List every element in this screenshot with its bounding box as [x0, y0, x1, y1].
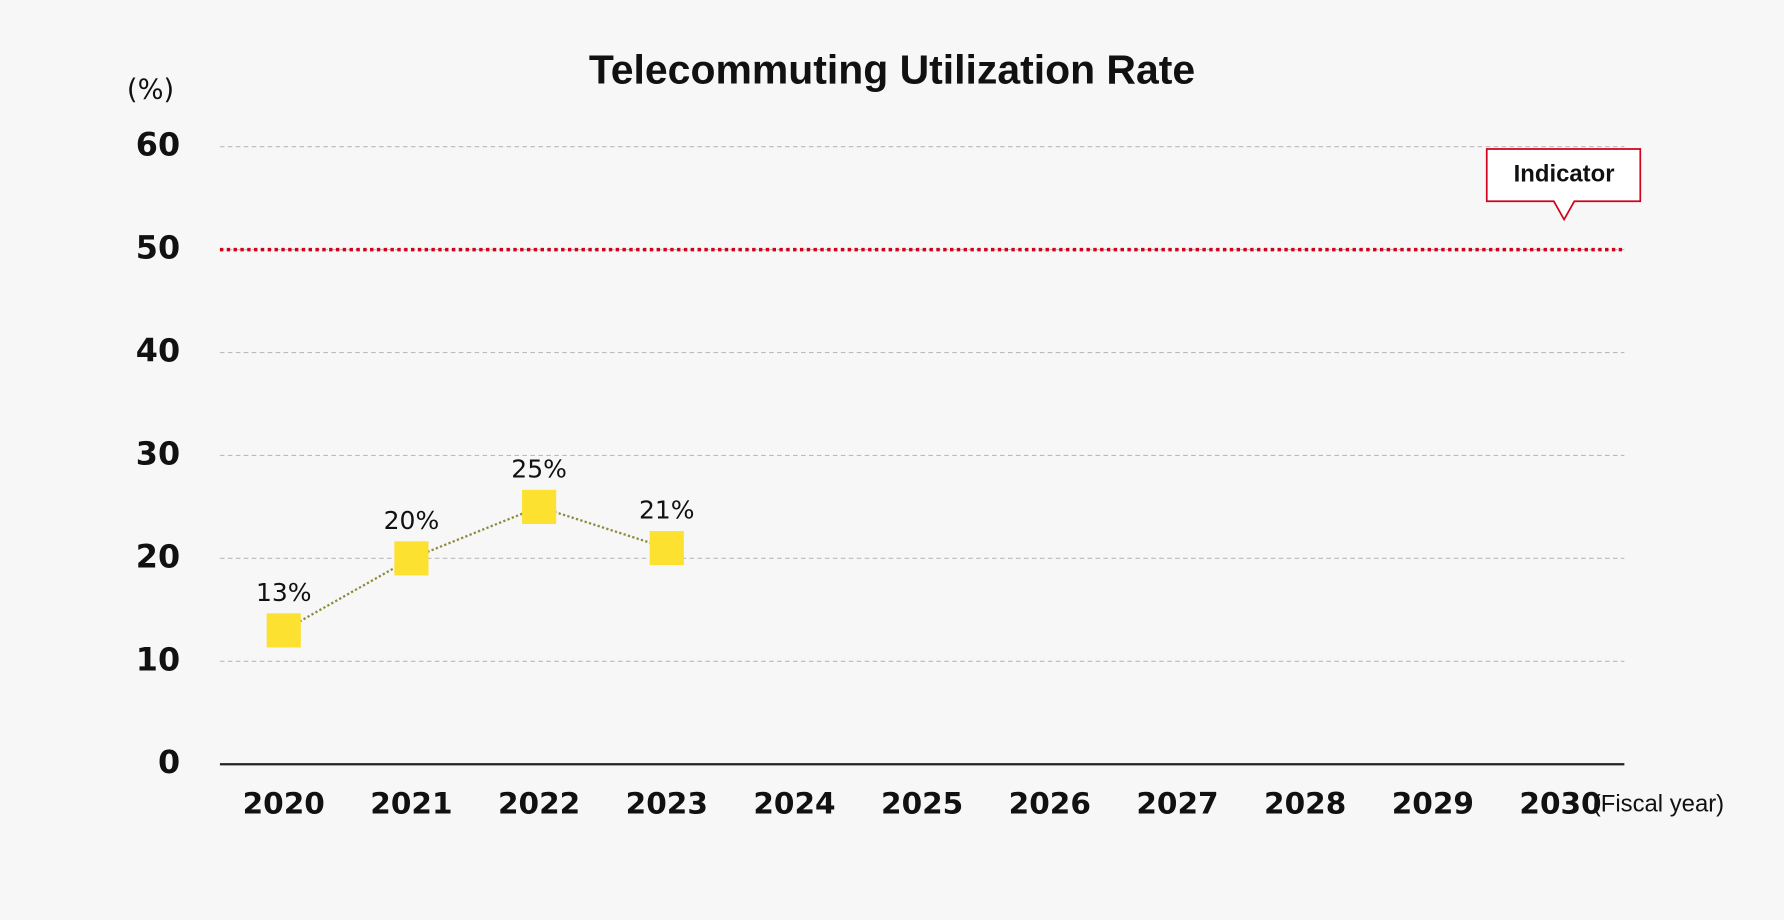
data-label: 13%: [256, 578, 312, 607]
data-label: 21%: [639, 496, 695, 525]
y-tick-label: 40: [136, 332, 180, 370]
y-tick-label: 20: [136, 537, 180, 575]
indicator-label: Indicator: [1514, 160, 1615, 187]
y-axis-label: (%): [127, 74, 174, 105]
data-point: [522, 489, 557, 524]
y-tick-label: 0: [158, 743, 180, 781]
data-label: 20%: [384, 506, 440, 535]
x-tick-label: 2020: [243, 787, 325, 821]
x-tick-label: 2022: [498, 787, 580, 821]
y-tick-label: 10: [136, 640, 180, 678]
x-tick-label: 2024: [753, 787, 835, 821]
x-tick-label: 2026: [1009, 787, 1091, 821]
data-label: 25%: [511, 455, 567, 484]
x-tick-label: 2028: [1264, 787, 1346, 821]
x-tick-label: 2029: [1392, 787, 1474, 821]
y-tick-label: 60: [136, 126, 180, 164]
x-tick-label: 2025: [881, 787, 963, 821]
x-tick-label: 2030: [1519, 787, 1601, 821]
y-tick-label: 30: [136, 434, 180, 472]
x-tick-label: 2023: [626, 787, 708, 821]
chart-title: Telecommuting Utilization Rate: [589, 47, 1195, 93]
x-tick-label: 2021: [370, 787, 452, 821]
x-tick-label: 2027: [1136, 787, 1218, 821]
series-line: [283, 505, 668, 632]
indicator-callout: [1485, 148, 1642, 222]
x-axis-label: (Fiscal year): [1593, 790, 1724, 817]
data-point: [266, 613, 301, 648]
data-point: [394, 541, 429, 576]
data-point: [649, 531, 684, 566]
y-tick-label: 50: [136, 229, 180, 267]
